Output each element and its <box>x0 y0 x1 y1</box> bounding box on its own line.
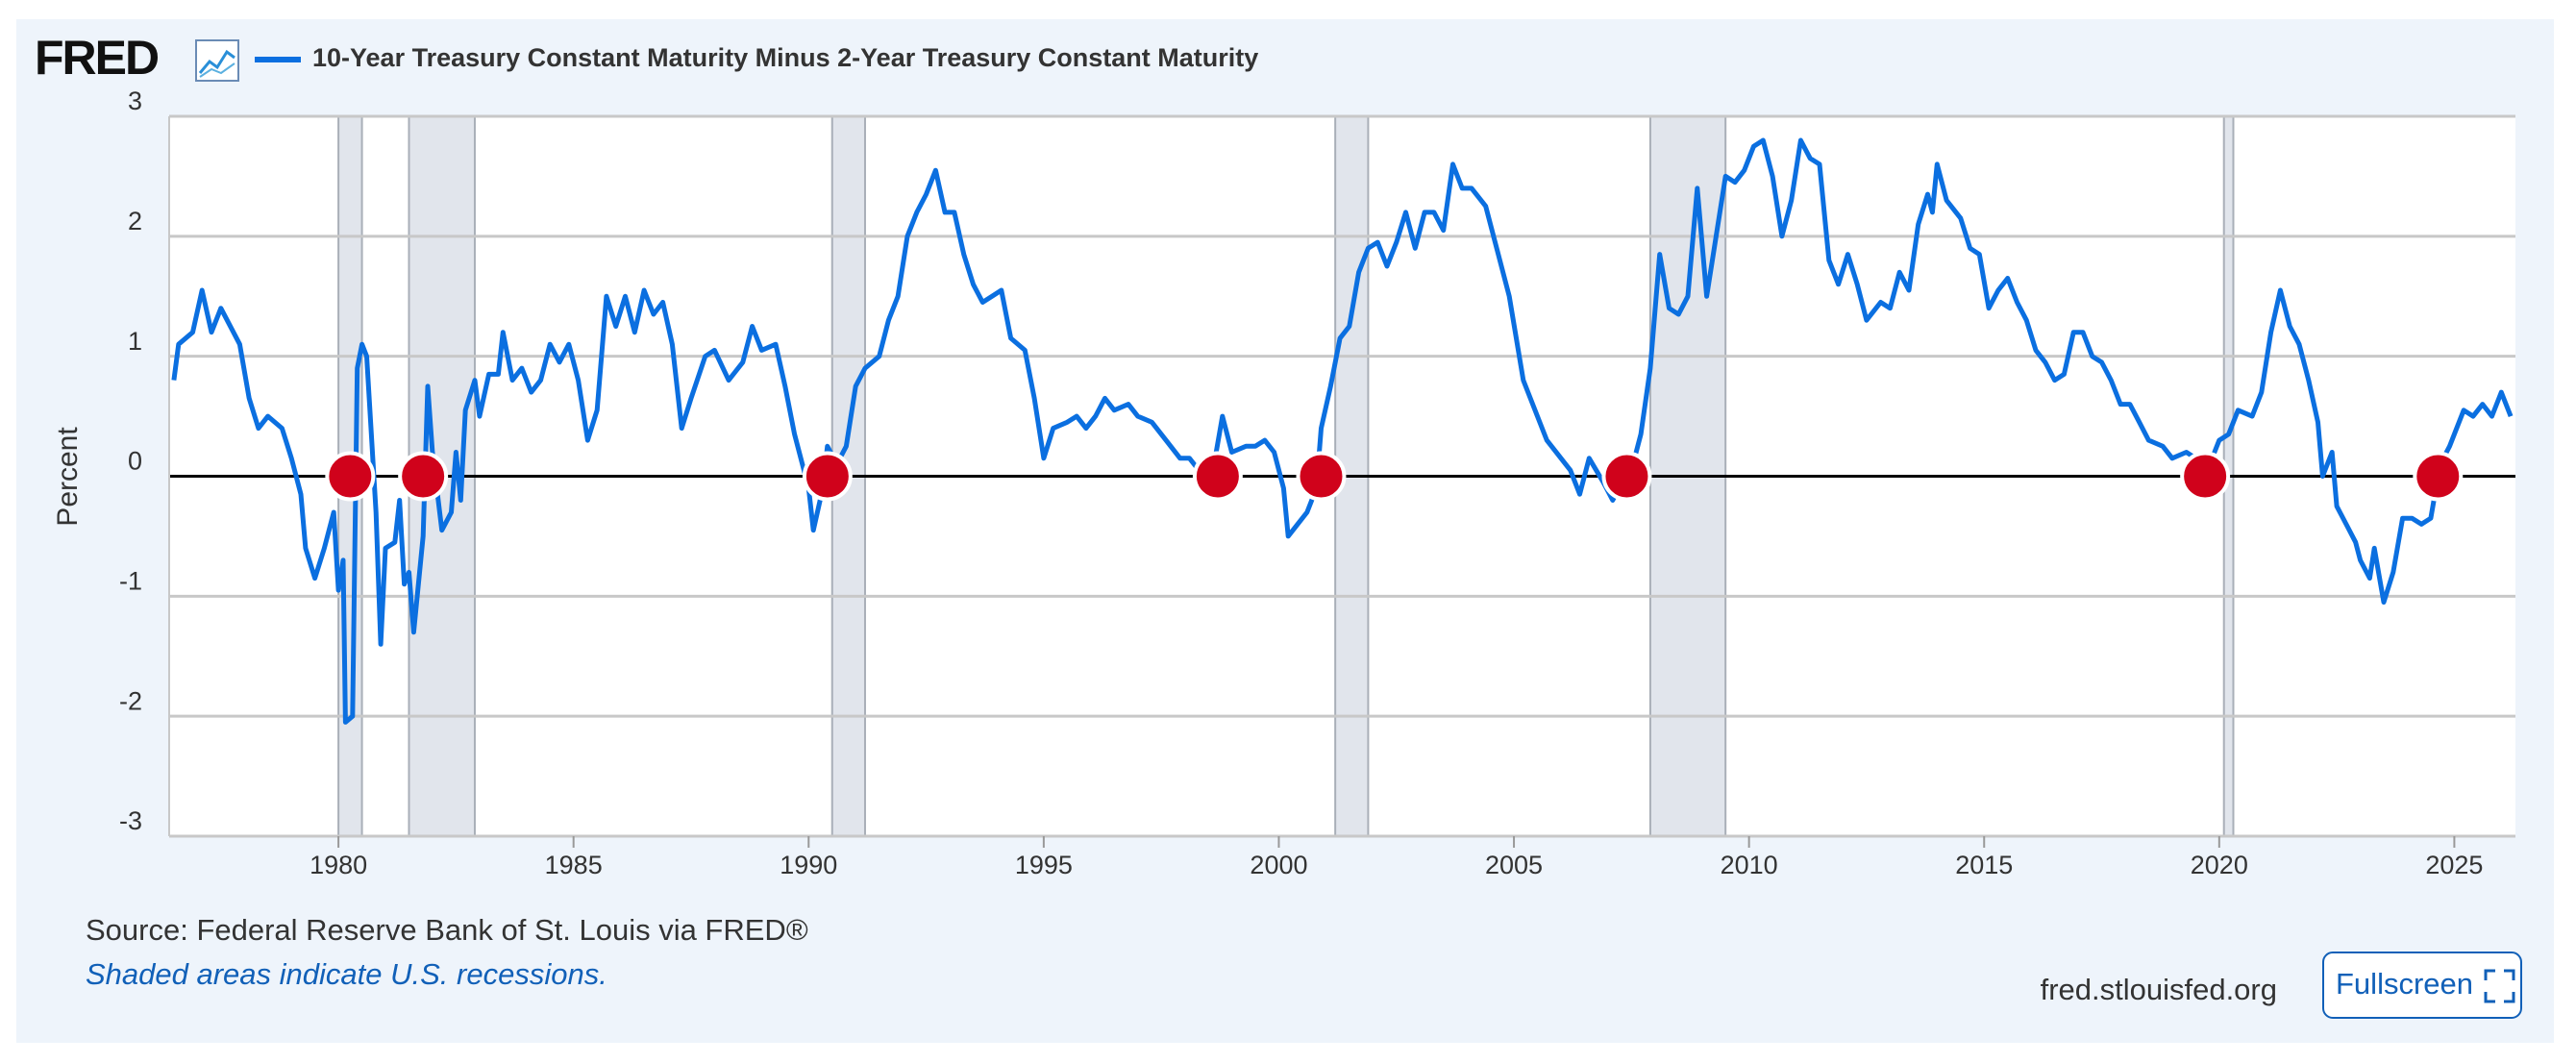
x-tick-label: 2015 <box>1955 851 2013 879</box>
logo: FRED <box>35 31 159 85</box>
note: Shaded areas indicate U.S. recessions. <box>86 957 607 991</box>
marker <box>1192 451 1243 502</box>
x-tick-label: 1990 <box>780 851 837 879</box>
source: Source: Federal Reserve Bank of St. Loui… <box>86 913 808 947</box>
x-tick-label: 1985 <box>545 851 603 879</box>
y-axis-label: Percent <box>52 427 84 527</box>
y-tick-label: -2 <box>119 686 142 715</box>
logo-icon <box>195 39 239 82</box>
y-tick-label: 1 <box>128 327 142 356</box>
fullscreen-label[interactable]: Fullscreen <box>2336 967 2473 1001</box>
x-tick-label: 1980 <box>310 851 367 879</box>
x-tick-label: 2005 <box>1485 851 1543 879</box>
x-tick-label: 2010 <box>1721 851 1778 879</box>
site: fred.stlouisfed.org <box>2041 973 2277 1006</box>
marker <box>325 451 376 502</box>
legend-label: 10-Year Treasury Constant Maturity Minus… <box>312 43 1258 72</box>
marker <box>398 451 449 502</box>
x-tick-label: 2000 <box>1250 851 1307 879</box>
y-tick-label: 2 <box>128 207 142 235</box>
x-tick-label: 2025 <box>2425 851 2483 879</box>
y-tick-label: 3 <box>128 87 142 115</box>
marker <box>2180 451 2231 502</box>
y-tick-label: 0 <box>128 447 142 476</box>
marker <box>802 451 853 502</box>
x-tick-label: 1995 <box>1015 851 1073 879</box>
fullscreen-button[interactable] <box>2322 952 2522 1019</box>
x-tick-label: 2020 <box>2191 851 2248 879</box>
marker <box>2413 451 2464 502</box>
marker <box>1601 451 1652 502</box>
y-tick-label: -1 <box>119 566 142 595</box>
fullscreen-icon[interactable] <box>2484 969 2515 1003</box>
y-tick-label: -3 <box>119 806 142 835</box>
marker <box>1296 451 1347 502</box>
